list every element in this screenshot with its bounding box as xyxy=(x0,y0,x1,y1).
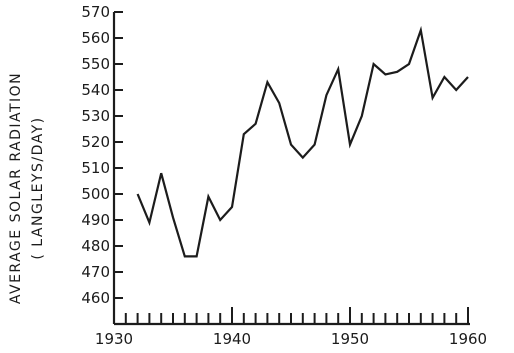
y-tick-label-520: 520 xyxy=(81,133,110,151)
x-tick-label-1950: 1950 xyxy=(331,330,369,348)
y-tick-label-560: 560 xyxy=(81,29,110,47)
y-axis: 460 470 480 490 500 510 520 530 540 550 560 570 xyxy=(81,3,123,324)
y-tick-label-570: 570 xyxy=(81,3,110,21)
y-axis-title: AVERAGE SOLAR RADIATION ( LANGLEYS/DAY) xyxy=(8,72,46,304)
x-axis: 1930 1940 1950 1960 xyxy=(95,307,487,348)
y-tick-label-460: 460 xyxy=(81,289,110,307)
y-tick-label-480: 480 xyxy=(81,237,110,255)
y-axis-title-line2: ( LANGLEYS/DAY) xyxy=(30,116,46,259)
x-tick-label-1940: 1940 xyxy=(213,330,251,348)
y-tick-label-510: 510 xyxy=(81,159,110,177)
x-tick-label-1930: 1930 xyxy=(95,330,133,348)
y-tick-label-540: 540 xyxy=(81,81,110,99)
solar-radiation-line xyxy=(136,25,469,258)
x-tick-label-1960: 1960 xyxy=(449,330,487,348)
series-group xyxy=(136,25,469,258)
y-tick-label-490: 490 xyxy=(81,211,110,229)
y-tick-label-530: 530 xyxy=(81,107,110,125)
y-tick-label-500: 500 xyxy=(81,185,110,203)
y-tick-label-550: 550 xyxy=(81,55,110,73)
y-tick-label-470: 470 xyxy=(81,263,110,281)
y-axis-title-line1: AVERAGE SOLAR RADIATION xyxy=(8,72,24,304)
